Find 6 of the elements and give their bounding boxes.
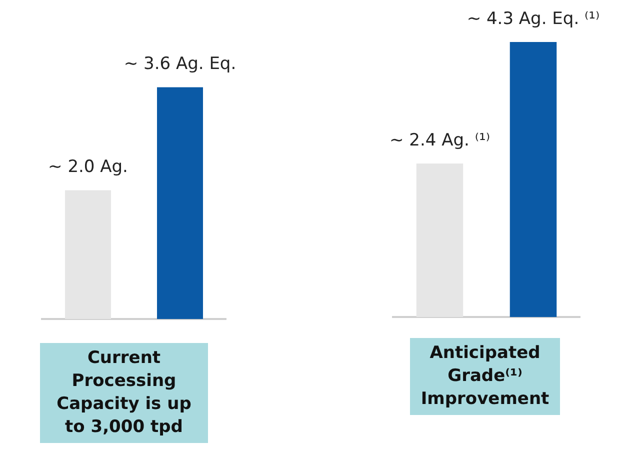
data-label: ~ 4.3 Ag. Eq. ⁽¹⁾ [466,8,600,29]
data-label: ~ 2.0 Ag. [48,157,128,178]
x-axis-title: Current Processing Capacity is up to 3,000 tpd [40,343,208,443]
data-label: ~ 3.6 Ag. Eq. [124,54,236,74]
data-label: ~ 2.4 Ag. ⁽¹⁾ [390,130,490,150]
x-axis-title: Anticipated Grade⁽¹⁾ Improvement [410,338,560,415]
